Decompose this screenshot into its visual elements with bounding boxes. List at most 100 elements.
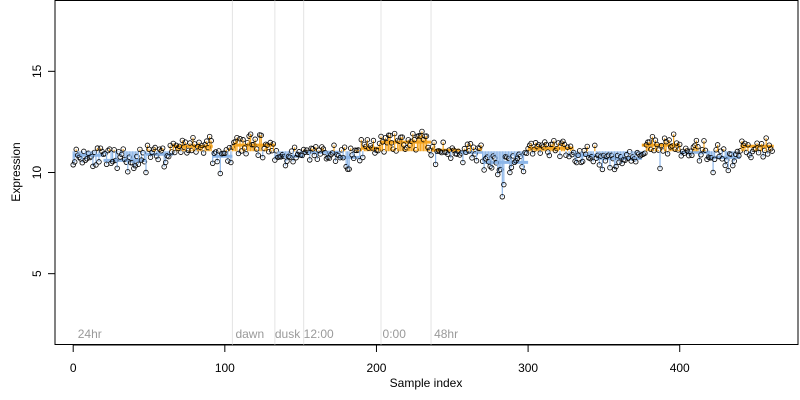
- data-point-132: [270, 141, 277, 147]
- data-point-29: [114, 165, 120, 171]
- data-point-297: [520, 168, 527, 175]
- data-point-129: [266, 149, 272, 155]
- data-point-225: [411, 136, 418, 143]
- data-point-354: [607, 164, 613, 171]
- data-point-244: [440, 139, 446, 145]
- data-point-71: [178, 149, 184, 155]
- data-point-2: [73, 146, 79, 153]
- data-point-287: [505, 155, 512, 162]
- data-point-431: [724, 157, 730, 163]
- data-point-348: [598, 153, 604, 159]
- data-point-421: [708, 154, 715, 161]
- data-point-93: [211, 150, 217, 156]
- data-point-171: [329, 150, 336, 156]
- data-point-91: [208, 138, 214, 144]
- data-point-374: [637, 153, 644, 159]
- data-point-165: [320, 146, 327, 152]
- data-point-397: [672, 146, 678, 152]
- data-point-76: [185, 147, 192, 154]
- data-point-378: [643, 142, 650, 148]
- data-point-356: [610, 155, 616, 162]
- data-point-31: [117, 154, 123, 160]
- data-point-105: [229, 144, 236, 150]
- data-point-274: [485, 159, 492, 165]
- data-point-314: [546, 152, 553, 159]
- data-point-236: [428, 152, 434, 158]
- phase-lines: [231, 0, 432, 345]
- x-axis: 0 100 200 300 400: [70, 344, 690, 375]
- data-point-67: [172, 149, 178, 156]
- data-point-405: [684, 148, 691, 154]
- data-point-456: [761, 147, 768, 154]
- data-point-408: [689, 152, 695, 159]
- phase-label-0: 24hr: [78, 327, 102, 341]
- data-point-15: [93, 162, 99, 168]
- data-point-181: [344, 166, 351, 172]
- data-point-291: [511, 159, 518, 166]
- data-point-72: [179, 137, 186, 144]
- data-point-36: [125, 169, 131, 175]
- data-point-210: [388, 140, 395, 146]
- data-point-398: [673, 140, 680, 146]
- data-point-313: [545, 149, 551, 155]
- data-point-144: [288, 148, 295, 154]
- data-point-42: [134, 153, 140, 160]
- data-point-371: [633, 159, 639, 165]
- data-point-257: [460, 159, 466, 166]
- data-point-235: [426, 147, 433, 153]
- data-point-339: [584, 143, 590, 150]
- data-point-54: [152, 144, 158, 151]
- data-point-336: [579, 158, 586, 165]
- data-point-317: [551, 137, 557, 144]
- data-point-263: [469, 155, 475, 161]
- data-point-178: [340, 154, 346, 161]
- data-point-177: [338, 147, 345, 153]
- data-point-198: [370, 137, 377, 144]
- data-point-110: [237, 136, 243, 142]
- data-point-458: [764, 151, 771, 157]
- data-point-353: [605, 152, 612, 158]
- data-point-266: [473, 158, 480, 164]
- data-point-372: [634, 149, 640, 156]
- data-point-130: [267, 139, 274, 146]
- data-point-322: [558, 140, 565, 146]
- data-point-92: [209, 160, 216, 166]
- data-point-189: [357, 157, 363, 164]
- data-point-124: [258, 132, 264, 138]
- data-point-388: [658, 142, 665, 149]
- data-point-414: [698, 152, 704, 158]
- data-point-437: [733, 151, 739, 158]
- data-point-172: [331, 142, 337, 148]
- data-point-290: [510, 153, 516, 159]
- data-point-141: [284, 158, 290, 164]
- data-point-28: [112, 157, 119, 164]
- data-point-396: [670, 131, 677, 137]
- data-point-239: [432, 161, 439, 168]
- data-point-147: [293, 155, 299, 161]
- data-point-32: [119, 151, 125, 158]
- data-point-161: [314, 156, 321, 162]
- data-point-96: [216, 148, 222, 154]
- data-point-87: [202, 141, 208, 148]
- y-tick-label-10: 10: [30, 166, 44, 180]
- phase-label-2: dusk: [275, 327, 301, 341]
- data-point-43: [135, 161, 142, 167]
- data-point-355: [608, 152, 615, 159]
- data-point-357: [611, 166, 618, 173]
- data-point-295: [517, 153, 524, 160]
- data-point-392: [664, 151, 671, 157]
- data-point-9: [84, 156, 90, 162]
- data-point-282: [498, 166, 504, 173]
- data-point-44: [137, 146, 143, 153]
- data-point-380: [646, 139, 653, 145]
- data-point-63: [166, 153, 172, 160]
- data-point-26: [109, 158, 116, 165]
- phase-labels: 24hr dawn dusk 12:00 0:00 48hr: [78, 327, 458, 341]
- data-point-404: [683, 145, 689, 151]
- data-point-347: [596, 162, 603, 168]
- data-point-440: [737, 148, 744, 154]
- data-point-455: [760, 154, 766, 160]
- x-tick-label-200: 200: [366, 361, 386, 375]
- data-point-128: [264, 142, 270, 148]
